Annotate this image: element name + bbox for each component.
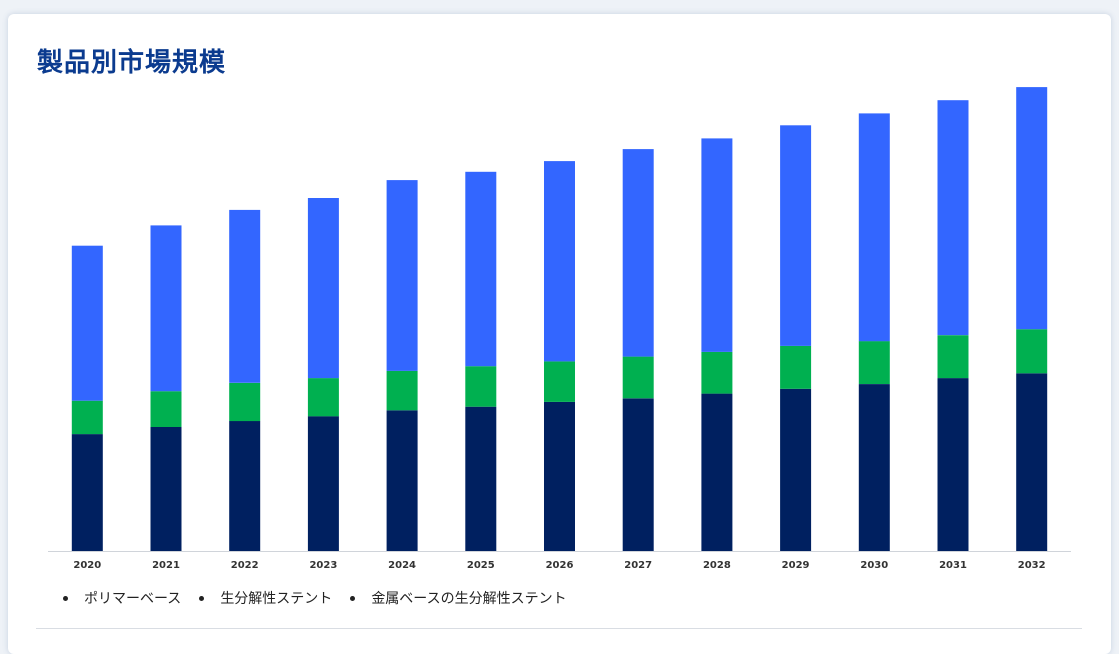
bar-segment-2032-1[interactable] — [1016, 329, 1048, 374]
bar-segment-2031-1[interactable] — [937, 335, 969, 379]
x-tick-label: 2028 — [703, 560, 731, 571]
bar-segment-2031-0[interactable] — [937, 378, 969, 551]
bar-segment-2021-0[interactable] — [150, 427, 182, 551]
bar-segment-2031-2[interactable] — [937, 100, 969, 336]
chart-card: 製品別市場規模 2020 2021 2022 2023 2024 2025 2026 2027… — [8, 14, 1111, 654]
bar-segment-2023-1[interactable] — [307, 378, 339, 417]
x-tick-label: 2024 — [388, 560, 416, 571]
legend-item-biodegradable[interactable]: 生分解性ステント — [199, 588, 332, 608]
bar-segment-2024-2[interactable] — [386, 180, 418, 371]
x-tick-label: 2025 — [467, 560, 495, 571]
x-tick-label: 2031 — [939, 560, 967, 571]
bar-segment-2022-1[interactable] — [229, 382, 261, 422]
bar-segment-2023-2[interactable] — [307, 198, 339, 379]
x-tick-label: 2027 — [624, 560, 652, 571]
x-tick-label: 2020 — [73, 560, 101, 571]
stacked-bar-chart: 2020 2021 2022 2023 2024 2025 2026 2027 2028 2029… — [48, 87, 1071, 571]
bar-segment-2025-0[interactable] — [465, 406, 497, 551]
bar-segment-2021-1[interactable] — [150, 391, 182, 427]
bar-segment-2020-1[interactable] — [71, 400, 103, 435]
legend-item-metal[interactable]: 金属ベースの生分解性ステント — [350, 588, 567, 608]
legend-label: 生分解性ステント — [220, 591, 333, 607]
page-title: 製品別市場規模 — [37, 48, 227, 78]
legend-bullet-icon — [350, 595, 356, 601]
bar-segment-2030-2[interactable] — [858, 113, 890, 342]
bar-segment-2026-0[interactable] — [544, 401, 575, 551]
bar-segment-2025-1[interactable] — [465, 366, 497, 407]
bar-segment-2023-0[interactable] — [307, 416, 339, 551]
x-tick-label: 2023 — [309, 560, 337, 571]
bar-segment-2028-1[interactable] — [701, 351, 733, 394]
legend-label: 金属ベースの生分解性ステント — [371, 591, 567, 607]
bar-segment-2025-2[interactable] — [465, 171, 497, 367]
legend-item-polymer[interactable]: ポリマーベース — [63, 588, 181, 608]
x-tick-label: 2026 — [546, 560, 574, 571]
divider — [36, 628, 1082, 629]
bar-segment-2024-0[interactable] — [386, 410, 418, 551]
legend-bullet-icon — [63, 595, 68, 601]
x-tick-label: 2021 — [152, 560, 180, 571]
bar-segment-2032-2[interactable] — [1016, 87, 1048, 330]
bar-segment-2032-0[interactable] — [1016, 373, 1048, 551]
bar-segment-2027-1[interactable] — [622, 356, 654, 399]
x-tick-label: 2022 — [231, 560, 259, 571]
bar-segment-2020-0[interactable] — [71, 434, 103, 551]
bar-segment-2022-0[interactable] — [229, 421, 261, 551]
legend-label: ポリマーベース — [84, 591, 182, 607]
bar-segment-2028-2[interactable] — [701, 138, 733, 352]
bar-segment-2026-2[interactable] — [544, 161, 575, 362]
x-tick-label: 2030 — [860, 560, 888, 571]
x-tick-label: 2032 — [1018, 560, 1046, 571]
x-tick-label: 2029 — [782, 560, 810, 571]
bar-segment-2029-2[interactable] — [780, 125, 812, 346]
bar-segment-2029-1[interactable] — [780, 345, 812, 389]
bar-segment-2030-0[interactable] — [858, 384, 890, 551]
bar-segment-2022-2[interactable] — [229, 209, 261, 383]
bar-segment-2027-0[interactable] — [622, 398, 654, 551]
bar-segment-2029-0[interactable] — [780, 388, 812, 551]
bar-segment-2020-2[interactable] — [71, 245, 103, 401]
bar-segment-2026-1[interactable] — [544, 361, 575, 402]
bar-segment-2027-2[interactable] — [622, 149, 654, 357]
legend-bullet-icon — [199, 595, 205, 601]
bar-segment-2030-1[interactable] — [858, 341, 890, 384]
bar-segment-2028-0[interactable] — [701, 393, 733, 551]
bar-segment-2021-2[interactable] — [150, 225, 182, 392]
bar-segment-2024-1[interactable] — [386, 370, 418, 411]
chart-legend: ポリマーベース 生分解性ステント 金属ベースの生分解性ステント — [63, 588, 567, 608]
